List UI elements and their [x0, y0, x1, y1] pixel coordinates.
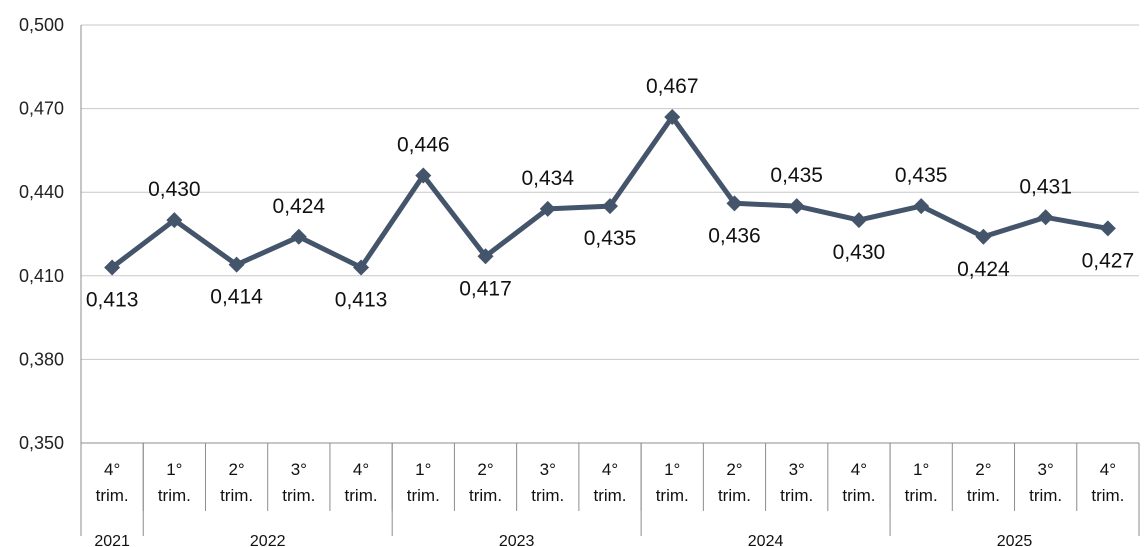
category-label-quarter: 4°	[602, 460, 618, 479]
category-label-quarter: 4°	[851, 460, 867, 479]
category-label-quarter: 4°	[1100, 460, 1116, 479]
y-tick-label: 0,500	[19, 15, 64, 35]
data-point-marker	[1099, 220, 1116, 237]
data-label: 0,435	[584, 227, 637, 250]
y-tick-label: 0,470	[19, 99, 64, 119]
category-label-trim: trim.	[345, 486, 378, 505]
data-point-marker	[415, 167, 432, 184]
data-point-marker	[104, 259, 121, 276]
category-label-quarter: 4°	[104, 460, 120, 479]
category-label-trim: trim.	[1091, 486, 1124, 505]
data-label: 0,413	[86, 288, 139, 311]
data-point-marker	[975, 228, 992, 245]
data-label: 0,417	[459, 277, 512, 300]
data-label: 0,434	[521, 167, 574, 190]
data-label: 0,414	[210, 286, 263, 309]
data-label: 0,446	[397, 133, 450, 156]
year-label: 2021	[94, 533, 130, 547]
category-label-trim: trim.	[593, 486, 626, 505]
data-point-marker	[664, 108, 681, 125]
data-label: 0,430	[148, 178, 201, 201]
data-point-marker	[788, 198, 805, 215]
data-point-marker	[477, 248, 494, 265]
data-label: 0,424	[273, 195, 326, 218]
year-label: 2024	[748, 533, 784, 547]
y-tick-label: 0,350	[19, 433, 64, 453]
y-axis-ticks: 0,350 0,380 0,410 0,440 0,470 0,500	[19, 15, 64, 453]
category-label-quarter: 3°	[789, 460, 805, 479]
data-label: 0,436	[708, 224, 761, 247]
data-point-marker	[602, 198, 618, 215]
data-point-marker	[726, 195, 743, 212]
category-label-quarter: 1°	[415, 460, 431, 479]
x-axis-years: 2021 2022 2023 2024 2025	[94, 533, 1032, 547]
data-point-marker	[913, 198, 930, 215]
data-point-marker	[290, 228, 307, 245]
data-label: 0,424	[957, 258, 1010, 281]
category-label-trim: trim.	[842, 486, 875, 505]
data-point-marker	[850, 212, 867, 229]
gridlines	[81, 24, 1139, 360]
category-label-trim: trim.	[220, 486, 253, 505]
data-point-marker	[228, 256, 245, 273]
data-point-marker	[166, 212, 183, 229]
category-label-trim: trim.	[656, 486, 689, 505]
year-label: 2023	[499, 533, 535, 547]
category-label-quarter: 3°	[1038, 460, 1054, 479]
category-label-quarter: 3°	[540, 460, 556, 479]
category-label-quarter: 1°	[166, 460, 182, 479]
category-label-quarter: 3°	[291, 460, 307, 479]
category-label-quarter: 2°	[477, 460, 493, 479]
data-markers	[104, 108, 1116, 276]
category-label-trim: trim.	[780, 486, 813, 505]
data-label: 0,435	[895, 164, 948, 187]
data-label: 0,427	[1082, 249, 1135, 272]
category-label-trim: trim.	[469, 486, 502, 505]
year-label: 2025	[997, 533, 1033, 547]
year-label: 2022	[250, 533, 286, 547]
y-tick-label: 0,380	[19, 349, 64, 369]
category-label-trim: trim.	[1029, 486, 1062, 505]
category-label-trim: trim.	[905, 486, 938, 505]
category-label-trim: trim.	[718, 486, 751, 505]
category-label-quarter: 1°	[913, 460, 929, 479]
category-label-trim: trim.	[158, 486, 191, 505]
data-point-marker	[539, 200, 556, 217]
data-label: 0,467	[646, 75, 699, 98]
data-point-marker	[1037, 209, 1054, 226]
category-label-quarter: 1°	[664, 460, 680, 479]
data-label: 0,431	[1019, 175, 1072, 198]
category-label-trim: trim.	[407, 486, 440, 505]
category-label-trim: trim.	[967, 486, 1000, 505]
y-tick-label: 0,440	[19, 182, 64, 202]
x-axis-categories: 4° trim. 1° trim. 2° trim. 3° trim. 4° trim. 1° tri…	[96, 460, 1125, 505]
data-label: 0,435	[770, 164, 823, 187]
y-tick-label: 0,410	[19, 266, 64, 286]
data-label: 0,413	[335, 288, 388, 311]
axes	[80, 25, 1140, 536]
category-label-quarter: 2°	[975, 460, 991, 479]
category-label-quarter: 4°	[353, 460, 369, 479]
category-label-trim: trim.	[531, 486, 564, 505]
data-point-marker	[353, 259, 370, 276]
category-label-trim: trim.	[282, 486, 315, 505]
data-labels: 0,413 0,430 0,414 0,424 0,413 0,446 0,417 0,434…	[86, 75, 1134, 311]
data-label: 0,430	[833, 241, 886, 264]
category-label-quarter: 2°	[228, 460, 244, 479]
category-label-quarter: 2°	[726, 460, 742, 479]
category-label-trim: trim.	[96, 486, 129, 505]
